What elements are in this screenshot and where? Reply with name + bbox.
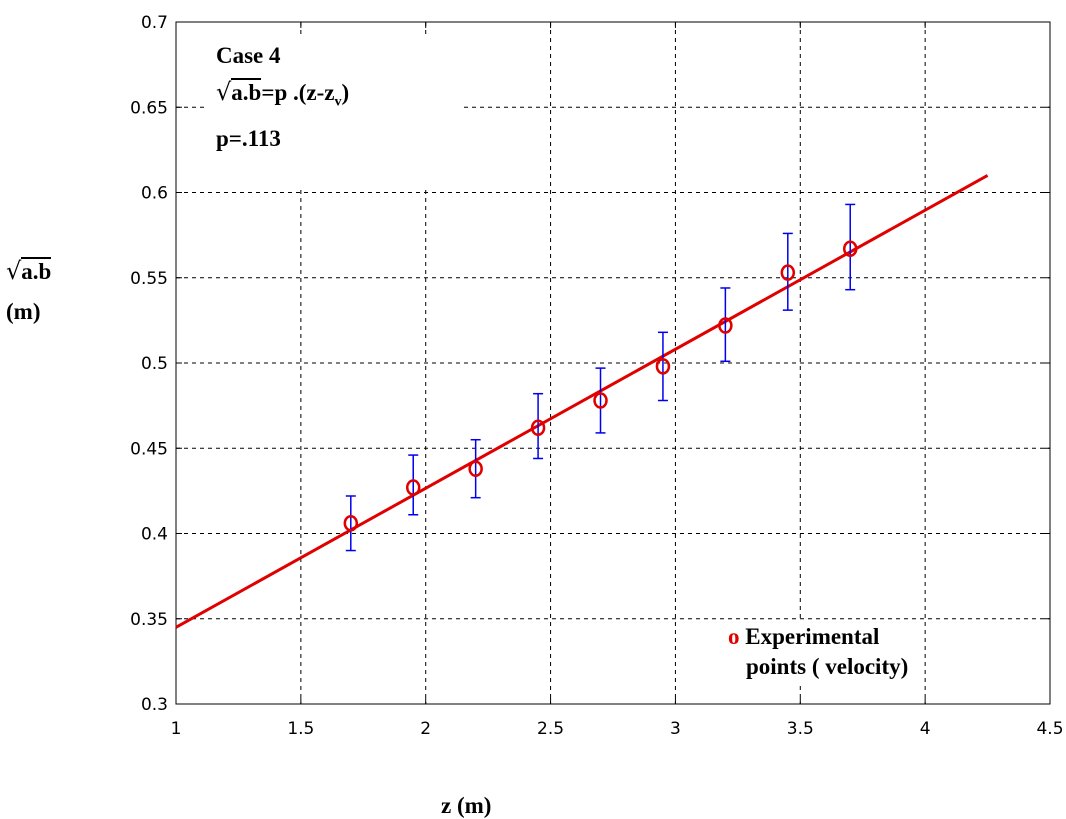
formula-rhs: =p .(z-z	[261, 80, 335, 105]
x-tick-label: 2.5	[537, 719, 564, 739]
y-tick-label: 0.45	[130, 439, 168, 459]
data-point	[530, 419, 546, 437]
ylabel-expr: a.b	[21, 257, 52, 284]
formula-subscript: v	[334, 94, 342, 110]
annotation-formula: √a.b=p .(z-zv)	[216, 74, 461, 121]
y-tick-label: 0.4	[141, 525, 168, 545]
grid-lines	[176, 22, 1050, 704]
error-bars	[345, 203, 856, 552]
legend-line2: points ( velocity)	[746, 654, 909, 679]
y-tick-label: 0.35	[130, 610, 168, 630]
annotation-box: Case 4 √a.b=p .(z-zv) p=.113	[205, 36, 461, 188]
x-tick-label: 4.5	[1036, 719, 1063, 739]
y-tick-label: 0.5	[141, 354, 168, 374]
x-tick-label: 3	[670, 719, 681, 739]
data-point	[842, 240, 858, 258]
y-tick-label: 0.3	[141, 695, 168, 715]
x-tick-label: 4	[920, 719, 931, 739]
x-tick-label: 2	[420, 719, 431, 739]
data-point	[655, 358, 671, 375]
legend-line1: Experimental	[745, 624, 880, 649]
data-point	[468, 460, 483, 477]
y-tick-label: 0.7	[141, 13, 168, 33]
ylabel-sqrt: √	[6, 257, 22, 285]
legend: o Experimental points ( velocity)	[722, 620, 915, 684]
sqrt-symbol: √	[216, 78, 232, 106]
data-point	[343, 515, 359, 532]
y-tick-label: 0.55	[130, 269, 168, 289]
x-tick-label: 3.5	[787, 719, 814, 739]
data-point	[593, 392, 608, 409]
x-axis-label: z (m)	[441, 793, 492, 818]
data-point	[405, 479, 421, 496]
annotation-param: p=.113	[216, 125, 281, 151]
fit-line	[175, 174, 989, 629]
axis-ticks	[175, 21, 1051, 705]
formula-close: )	[341, 80, 350, 105]
x-tick-label: 1.5	[287, 719, 314, 739]
y-axis-label: √a.b (m)	[6, 257, 52, 325]
x-tick-label: 1	[171, 719, 182, 739]
fit-line-group	[175, 174, 989, 629]
ylabel-unit: (m)	[6, 298, 41, 324]
y-tick-label: 0.6	[141, 184, 168, 204]
tick-labels: 1 1.5 2 2.5 3 3.5 4 4.5 0.3 0.35 0.4 0.45 0.5 0.55 0.6…	[130, 13, 1063, 739]
data-markers	[343, 240, 858, 532]
formula-radicand: a.b	[231, 78, 262, 105]
data-point	[718, 317, 733, 334]
data-point	[780, 264, 796, 281]
legend-marker: o	[728, 624, 740, 649]
y-tick-label: 0.65	[130, 98, 168, 118]
annotation-case: Case 4	[216, 43, 281, 68]
